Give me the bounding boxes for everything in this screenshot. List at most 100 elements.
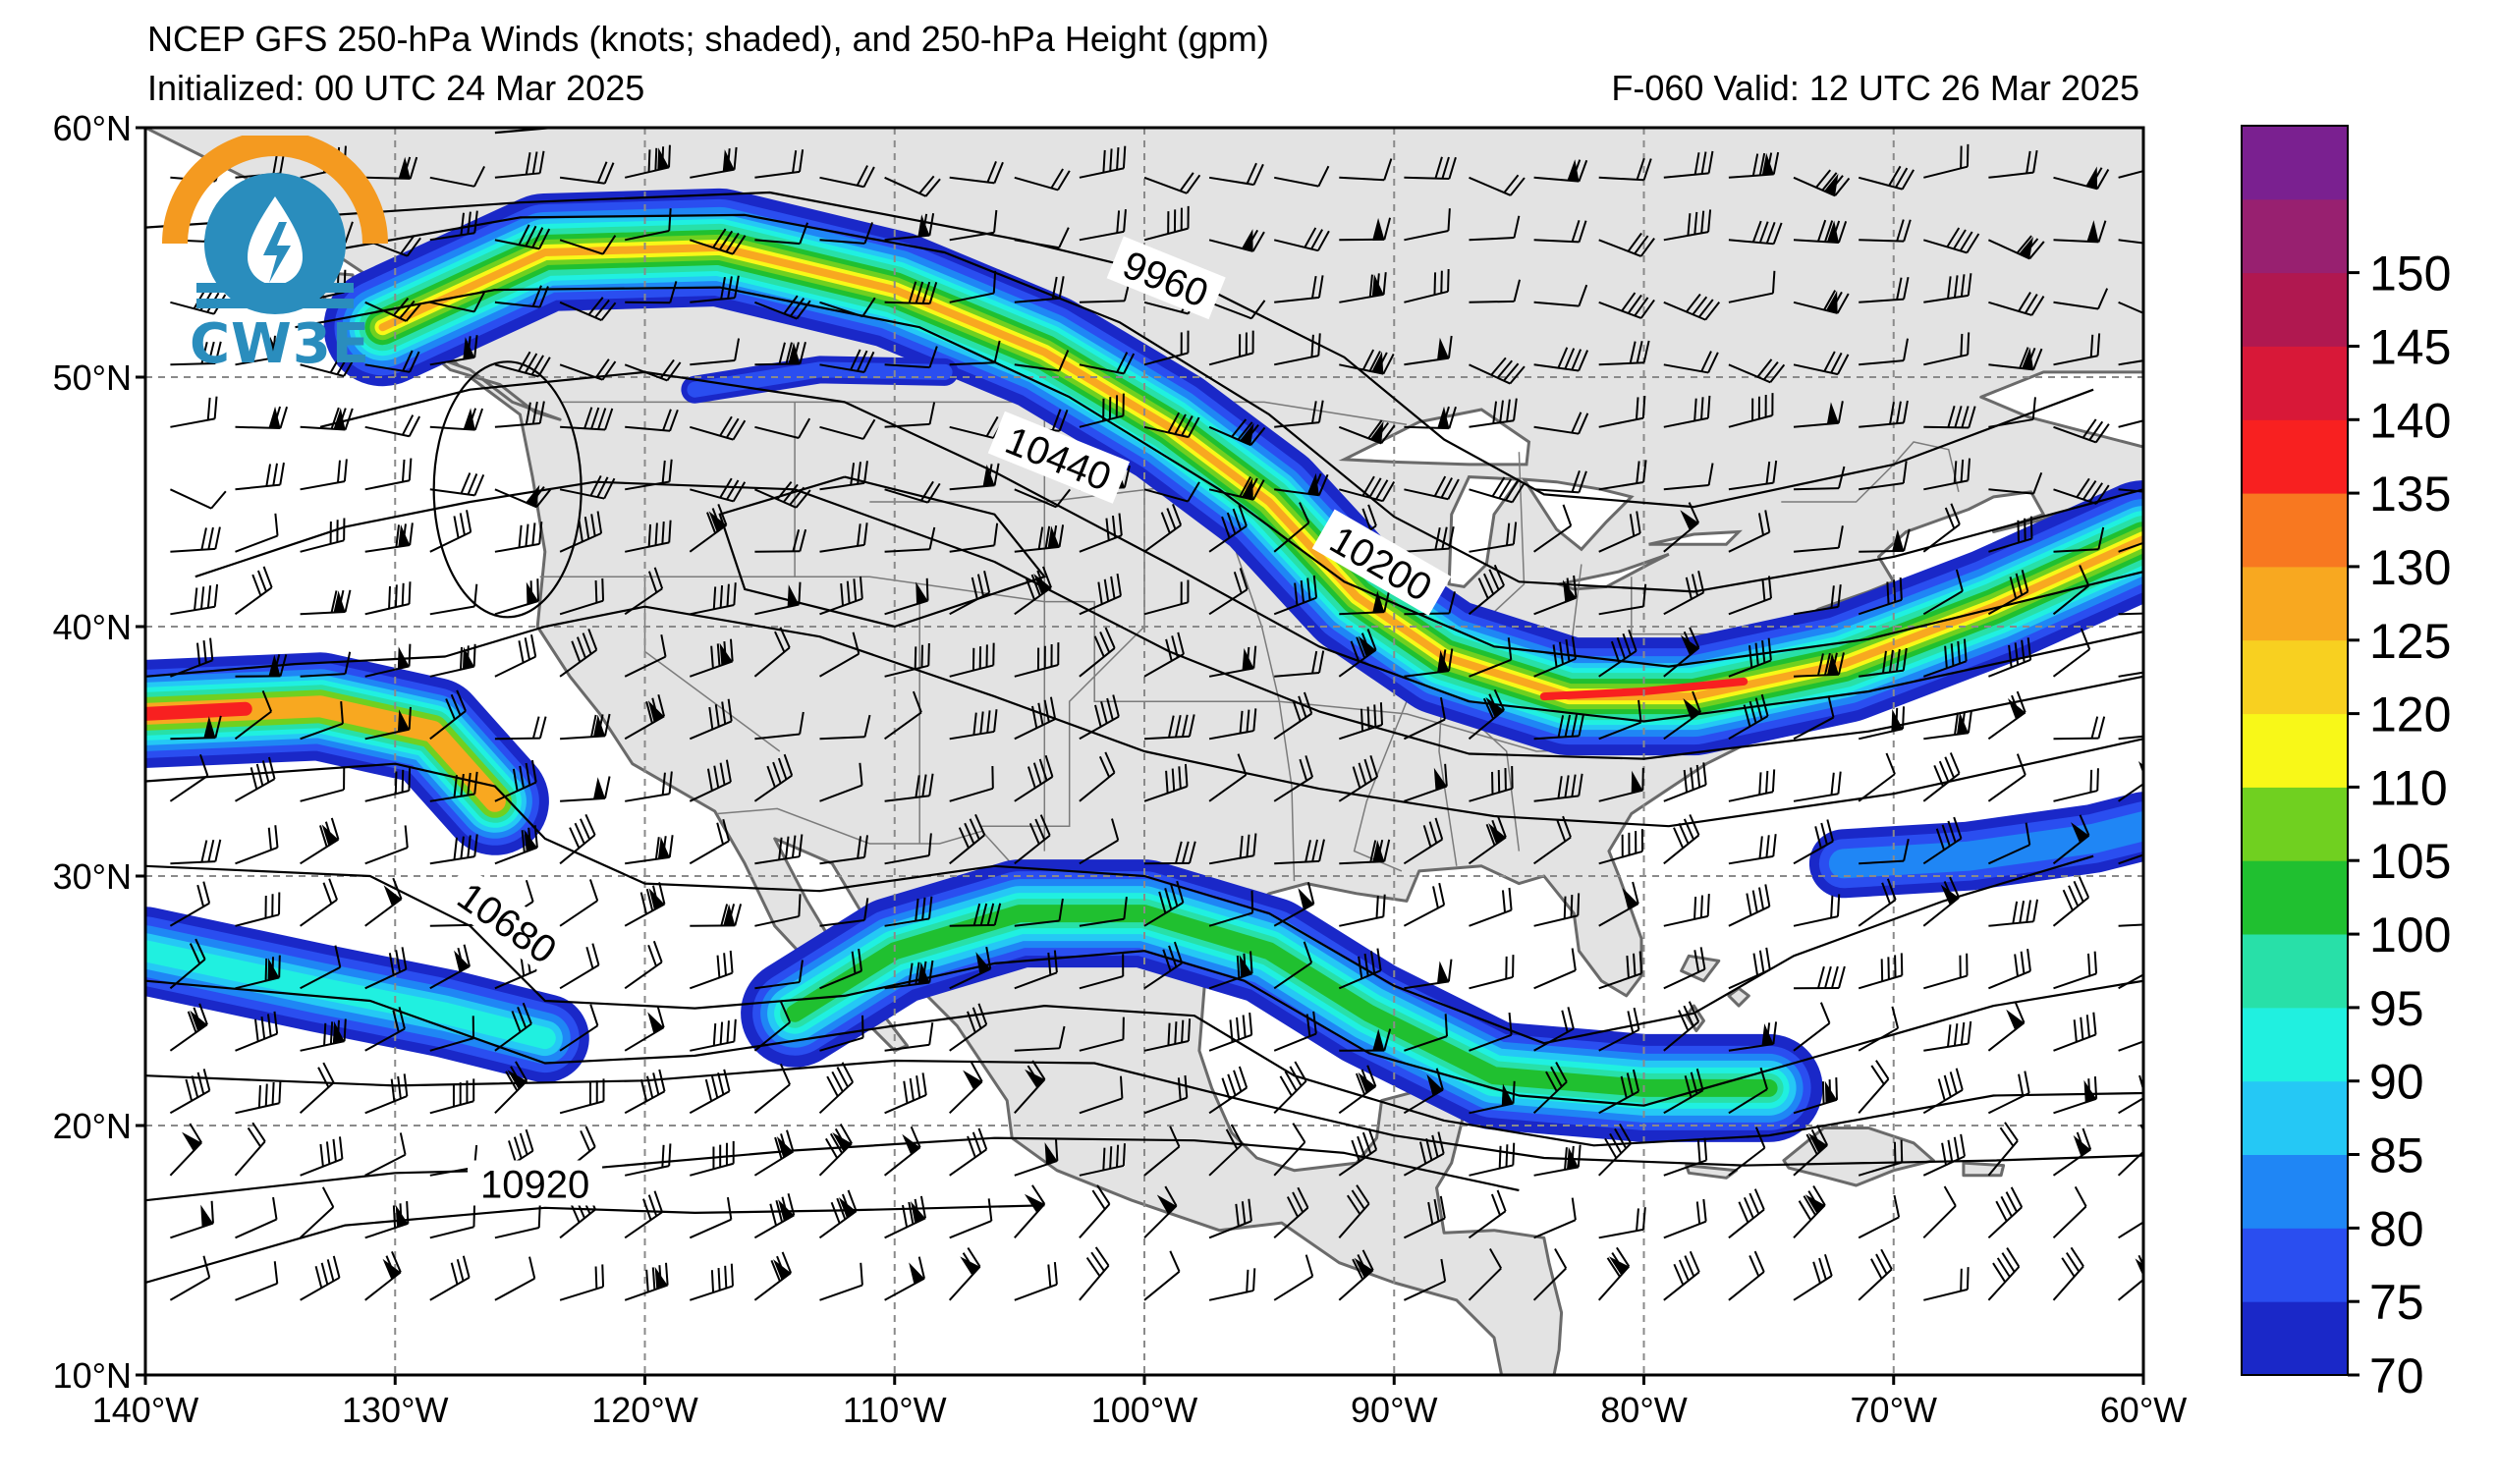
wind-barb: [1859, 400, 1909, 428]
wind-barb: [1533, 470, 1587, 494]
wind-barb: [235, 334, 283, 366]
wind-barb: [1404, 406, 1457, 430]
wind-barb: [690, 904, 743, 927]
wind-barb: [1014, 168, 1071, 192]
wind-barb: [559, 1078, 605, 1115]
wind-barb: [1143, 1250, 1181, 1301]
wind-barb: [429, 165, 485, 188]
wind-barb: [624, 1143, 672, 1177]
wind-barb: [1533, 575, 1578, 616]
wind-barb: [819, 522, 868, 553]
colorbar-segment: [2242, 126, 2348, 200]
wind-barb: [1533, 159, 1588, 183]
wind-barb: [884, 643, 930, 678]
wind-barb: [1079, 818, 1120, 865]
wind-barb: [559, 297, 617, 321]
wind-barb: [1859, 461, 1908, 491]
wind-barb: [1338, 1249, 1374, 1301]
contour-label: 10920: [468, 1160, 603, 1207]
wind-barb: [1793, 401, 1844, 428]
colorbar-tick-label: 150: [2369, 247, 2451, 302]
wind-barb: [1273, 1186, 1309, 1239]
wind-barb: [364, 1201, 410, 1239]
wind-barb: [1079, 627, 1116, 678]
wind-barb: [169, 488, 227, 510]
wind-barb: [299, 1186, 335, 1239]
wind-barb: [429, 291, 486, 313]
wind-barb: [2118, 414, 2143, 428]
border-line: [562, 401, 1408, 426]
wind-barb: [1793, 466, 1846, 491]
wind-barb: [1339, 217, 1392, 242]
wind-barb: [1923, 227, 1980, 254]
init-time-label: Initialized: 00 UTC 24 Mar 2025: [147, 68, 645, 108]
wind-barb: [169, 753, 209, 802]
wind-barb: [494, 351, 551, 378]
wind-barb: [689, 818, 731, 865]
wind-barb: [1987, 1071, 2030, 1115]
wind-barb: [1208, 330, 1254, 366]
wind-barb: [1143, 481, 1200, 503]
wind-barb: [2118, 668, 2143, 678]
wind-barb: [1208, 1012, 1253, 1052]
wind-barb: [1923, 1020, 1972, 1052]
wind-barb: [819, 349, 875, 373]
wind-barb: [1663, 627, 1700, 678]
wind-barb: [1728, 637, 1772, 678]
wind-barb: [169, 881, 211, 927]
wind-barb: [1468, 1248, 1503, 1301]
wind-barb: [949, 946, 992, 990]
wind-barb: [1987, 690, 2026, 741]
wind-barb: [1273, 691, 1313, 741]
wind-barb: [753, 753, 794, 802]
lake-shape: [1447, 475, 1523, 589]
jet-core: [145, 701, 252, 721]
wind-barb: [2053, 166, 2110, 191]
jet-band: [687, 361, 953, 398]
wind-barb: [1728, 947, 1771, 990]
wind-barb: [689, 228, 747, 255]
wind-barb: [1858, 1248, 1893, 1301]
colorbar-segment: [2242, 1154, 2348, 1229]
wind-barb: [689, 503, 728, 553]
wind-barb: [1273, 755, 1313, 802]
wind-barb: [364, 297, 421, 322]
wind-barb: [1339, 839, 1391, 865]
wind-barb: [1404, 208, 1451, 242]
wind-barb: [949, 903, 1002, 927]
wind-barb: [364, 414, 421, 438]
wind-barb: [1988, 471, 2043, 495]
wind-barb: [949, 813, 986, 865]
wind-barb: [754, 342, 806, 366]
wind-barb: [2118, 301, 2143, 322]
wind-barb: [1469, 887, 1513, 927]
wind-barb: [1987, 235, 2045, 260]
wind-barb: [1663, 894, 1710, 927]
wind-barb: [1793, 652, 1845, 678]
wind-barb: [1598, 1207, 1646, 1239]
wind-barb: [235, 513, 279, 553]
wind-barb: [884, 690, 922, 741]
colorbar-segment: [2242, 346, 2348, 420]
wind-barb: [1468, 1189, 1507, 1239]
wind-barb: [1079, 513, 1123, 553]
wind-barb: [1079, 145, 1127, 179]
wind-barb: [690, 415, 747, 441]
wind-barb: [1339, 158, 1393, 182]
lon-tick-label: 140°W: [92, 1390, 198, 1430]
wind-barb: [1014, 1184, 1046, 1238]
colorbar-segment: [2242, 272, 2348, 347]
wind-barb: [169, 938, 206, 990]
wind-barb: [2118, 1213, 2143, 1239]
wind-barb: [1663, 502, 1699, 553]
lat-tick-label: 30°N: [53, 856, 132, 897]
wind-barb: [1143, 714, 1195, 741]
wind-barb: [364, 706, 412, 741]
wind-barb: [819, 762, 863, 802]
wind-barb: [754, 222, 808, 246]
contour-label-bg: [1106, 236, 1226, 320]
wind-barb: [1143, 1185, 1178, 1239]
wind-barb: [1404, 648, 1454, 678]
wind-barb: [1598, 511, 1641, 553]
